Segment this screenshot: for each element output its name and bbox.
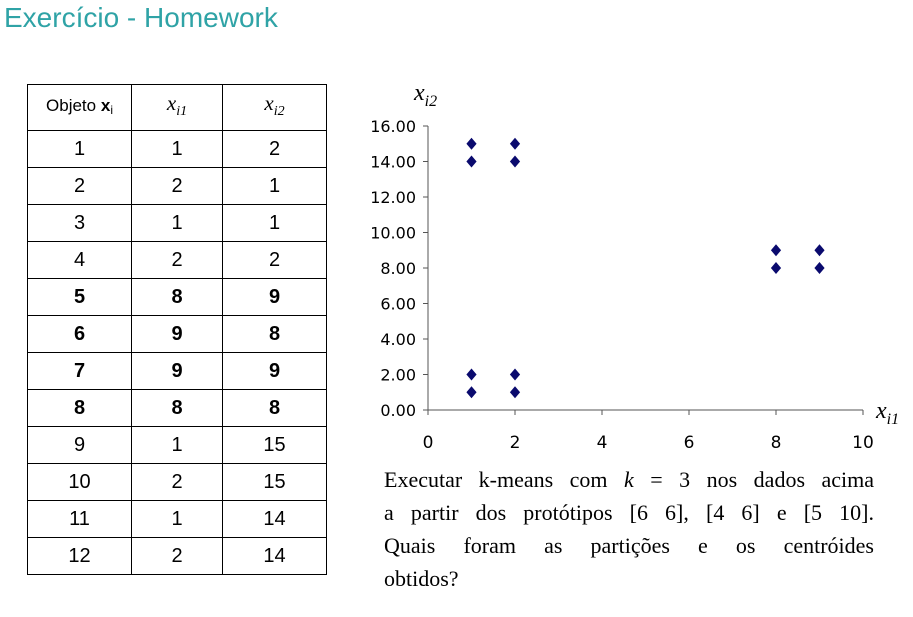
y-tick-label: 10.00	[370, 224, 416, 243]
cell-xi1: 1	[131, 130, 223, 169]
x-tick-label: 4	[597, 433, 608, 453]
exercise-line-3: Quais foram as partições e os centróides	[384, 533, 874, 558]
header-xi1-var: x	[166, 91, 177, 115]
header-objeto-label: Objeto	[46, 95, 97, 115]
cell-xi2: 8	[222, 389, 327, 428]
cell-xi2: 9	[222, 352, 327, 391]
header-xi2-sub: i2	[273, 104, 285, 120]
y-tick-label: 14.00	[370, 153, 416, 172]
exercise-line-1: Executar k-means com k = 3 nos dados aci…	[384, 463, 874, 496]
data-point	[509, 155, 521, 168]
data-point	[814, 262, 825, 274]
x-axis-title-var: x	[876, 398, 887, 424]
y-axis-title: xi2	[414, 80, 437, 111]
cell-xi1: 1	[131, 426, 223, 465]
y-tick-label: 0.00	[380, 401, 416, 420]
data-point	[466, 386, 477, 399]
cell-xi2: 8	[222, 315, 327, 354]
header-objeto-sub: i	[110, 102, 113, 117]
header-objeto: Objeto xi	[27, 83, 132, 132]
x-tick-label: 8	[771, 433, 782, 453]
y-tick-label: 16.00	[370, 117, 416, 136]
table-header-row: Objeto xi xi1 xi2	[27, 83, 327, 132]
cell-objeto: 5	[27, 278, 132, 317]
data-point	[509, 368, 521, 381]
exercise-line-1-a: Executar k-means com	[384, 467, 608, 492]
cell-xi1: 1	[131, 204, 223, 243]
table-body: 1 1 2 2 2 1 3 1 1 4 2 2 5 8 9 6 9 8 7 9 9 8 8 8 9 1 15 10 2 15 11 1 14 12…	[27, 130, 327, 576]
y-axis-title-sub: i2	[424, 92, 438, 110]
cell-xi1: 2	[131, 537, 223, 576]
cell-xi1: 2	[131, 241, 223, 280]
y-axis-title-var: x	[414, 80, 425, 106]
y-tick-label: 6.00	[380, 295, 416, 314]
data-point	[466, 137, 477, 150]
header-objeto-bold: x	[100, 95, 111, 115]
x-axis-title: xi1	[876, 398, 899, 429]
exercise-line-2: a partir dos protótipos [6 6], [4 6] e […	[384, 500, 874, 525]
data-point	[509, 386, 521, 399]
cell-objeto: 12	[27, 537, 132, 576]
x-tick-label: 10	[852, 433, 874, 453]
cell-xi2: 1	[222, 167, 327, 206]
exercise-k-var: k	[624, 467, 634, 492]
cell-xi2: 2	[222, 241, 327, 280]
data-point	[770, 244, 782, 257]
x-tick-label: 0	[423, 433, 434, 453]
y-tick-label: 2.00	[380, 366, 416, 385]
y-tick-label: 4.00	[380, 330, 416, 349]
header-xi2: xi2	[222, 83, 327, 132]
x-tick-label: 2	[510, 433, 521, 453]
cell-objeto: 2	[27, 167, 132, 206]
cell-objeto: 3	[27, 204, 132, 243]
cell-xi1: 8	[131, 278, 223, 317]
data-point	[509, 137, 521, 150]
exercise-line-1-b: = 3 nos dados acima	[650, 467, 875, 492]
cell-xi2: 2	[222, 130, 327, 169]
header-xi1-sub: i1	[176, 104, 188, 120]
data-point	[466, 155, 477, 168]
x-axis-title-sub: i1	[886, 410, 900, 428]
data-point	[814, 244, 825, 257]
cell-xi1: 9	[131, 352, 223, 391]
exercise-line-4: obtidos?	[384, 566, 459, 591]
x-tick-label: 6	[684, 433, 695, 453]
y-tick-label: 8.00	[380, 259, 416, 278]
data-point	[466, 368, 477, 381]
table-row: 12 2 14	[27, 537, 327, 576]
cell-objeto: 4	[27, 241, 132, 280]
cell-xi2: 14	[222, 537, 327, 576]
table-row: 11 1 14	[27, 500, 327, 539]
header-xi2-var: x	[264, 91, 274, 115]
exercise-text: Executar k-means com k = 3 nos dados aci…	[384, 463, 874, 595]
cell-xi1: 1	[131, 500, 223, 539]
cell-xi2: 1	[222, 204, 327, 243]
y-tick-label: 12.00	[370, 188, 416, 207]
data-point	[770, 262, 782, 274]
page-title: Exercício - Homework	[4, 2, 278, 33]
cell-xi2: 9	[222, 278, 327, 317]
